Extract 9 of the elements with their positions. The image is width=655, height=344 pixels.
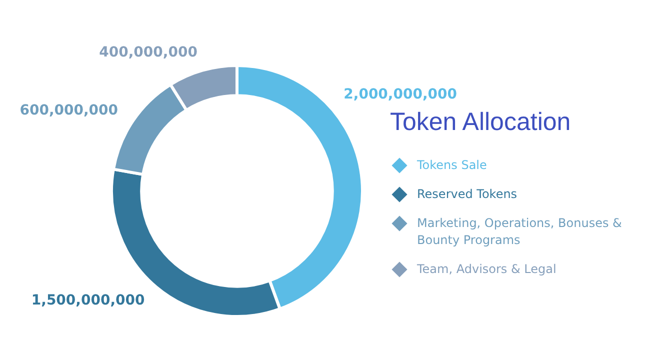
legend-label: Team, Advisors & Legal — [417, 261, 556, 278]
data-label: 2,000,000,000 — [344, 86, 458, 103]
legend-label: Tokens Sale — [417, 157, 487, 174]
data-label: 600,000,000 — [20, 102, 118, 118]
legend-label: Reserved Tokens — [417, 186, 518, 203]
data-label: 400,000,000 — [99, 44, 198, 61]
text: Token Allocation — [390, 108, 572, 137]
legend-label: Marketing, Operations, Bonuses & Bounty Programs — [417, 215, 623, 249]
data-label: 1,500,000,000 — [31, 292, 146, 309]
